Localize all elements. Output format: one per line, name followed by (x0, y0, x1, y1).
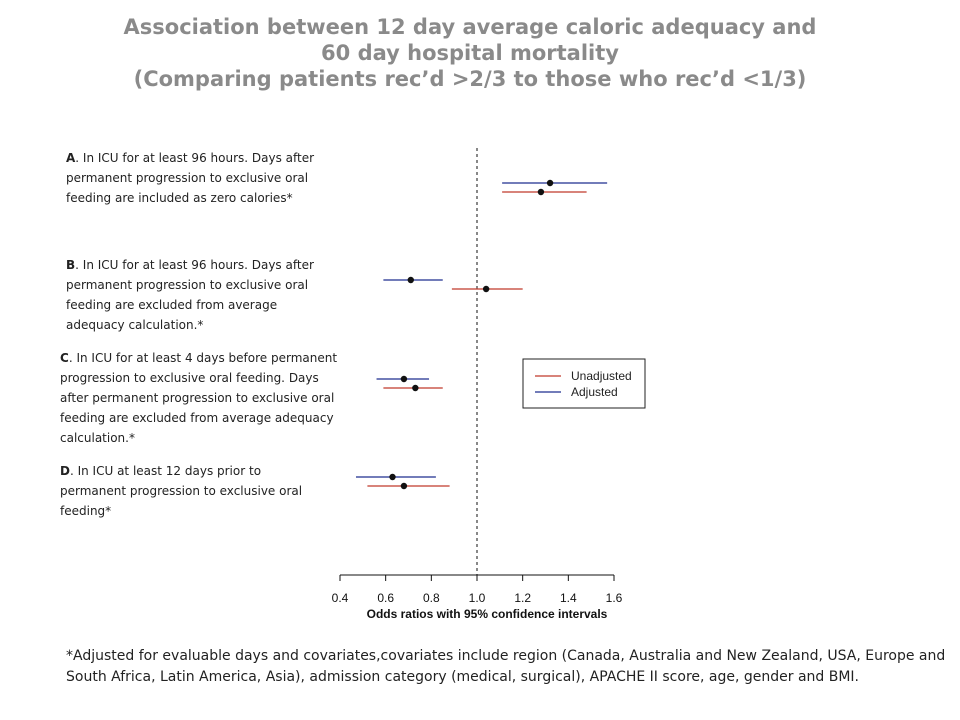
panel-letter: B (66, 258, 76, 272)
title-line-1: Association between 12 day average calor… (123, 15, 817, 39)
legend-label-adjusted: Adjusted (571, 385, 618, 399)
panel-letter: D (60, 464, 70, 478)
panel-label-b: B. In ICU for at least 96 hours. Days af… (66, 255, 334, 335)
chart-title: Association between 12 day average calor… (0, 14, 940, 92)
x-tick-label: 0.6 (377, 591, 394, 605)
panel-letter: A (66, 151, 76, 165)
point-unadjusted-a (537, 188, 545, 196)
panel-letter: C (60, 351, 69, 365)
legend-box (522, 358, 646, 409)
legend-label-unadjusted: Unadjusted (571, 369, 632, 383)
point-adjusted-d (389, 473, 396, 481)
panel-description: . In ICU for at least 96 hours. Days aft… (66, 258, 314, 332)
footnote: *Adjusted for evaluable days and covaria… (66, 648, 946, 685)
point-adjusted-c (400, 375, 408, 383)
x-tick-label: 1.2 (514, 591, 531, 605)
x-tick-label: 1.0 (469, 591, 486, 605)
x-tick-label: 0.4 (332, 591, 349, 605)
x-tick-label: 1.4 (560, 591, 577, 605)
point-unadjusted-c (412, 384, 419, 392)
panel-label-a: A. In ICU for at least 96 hours. Days af… (66, 148, 316, 208)
title-line-2: 60 day hospital mortality (321, 41, 619, 65)
x-axis-label: Odds ratios with 95% confidence interval… (367, 607, 608, 621)
title-line-3: (Comparing patients rec’d >2/3 to those … (133, 67, 807, 91)
x-tick-label: 0.8 (423, 591, 440, 605)
panel-description: . In ICU for at least 96 hours. Days aft… (66, 151, 315, 205)
panel-description: . In ICU at least 12 days prior to perma… (60, 464, 303, 518)
point-unadjusted-b (482, 285, 490, 293)
point-adjusted-a (546, 179, 554, 187)
panel-label-c: C. In ICU for at least 4 days before per… (60, 348, 340, 448)
point-unadjusted-d (400, 482, 408, 490)
x-tick-label: 1.6 (606, 591, 623, 605)
panel-label-d: D. In ICU at least 12 days prior to perm… (60, 461, 328, 521)
point-adjusted-b (407, 276, 414, 284)
panel-description: . In ICU for at least 4 days before perm… (60, 351, 338, 445)
